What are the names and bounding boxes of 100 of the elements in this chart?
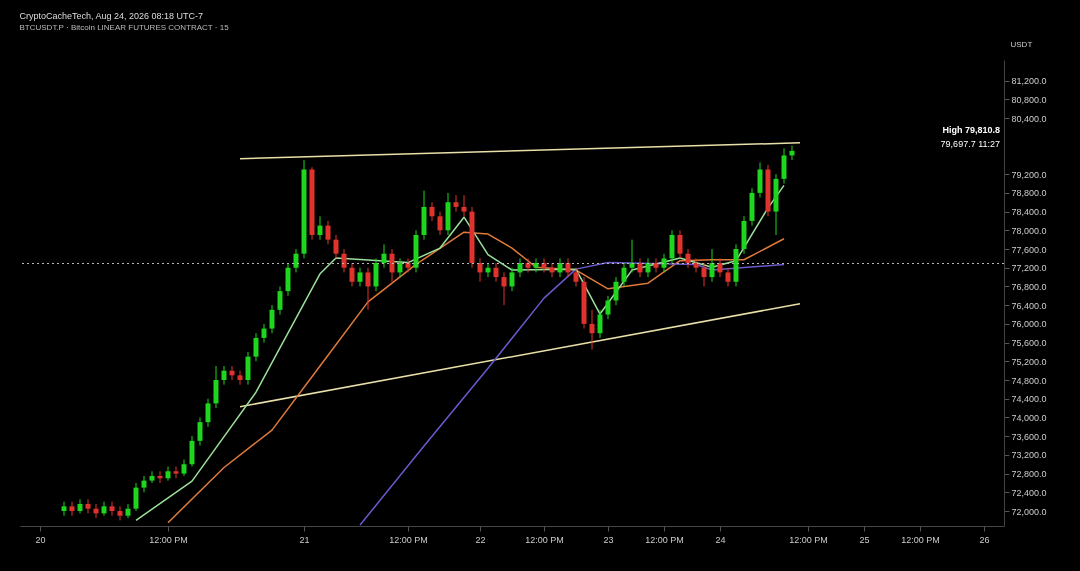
candlestick: [261, 323, 267, 344]
candlestick: [501, 271, 507, 306]
candlestick: [701, 262, 707, 287]
annotation: High 79,810.8: [942, 125, 1000, 135]
candlestick: [453, 194, 459, 213]
candlestick: [213, 365, 219, 409]
y-tick-label: 76,000.0: [1011, 319, 1047, 330]
candlestick: [317, 215, 323, 241]
candlestick: [405, 257, 411, 273]
candlestick: [277, 285, 283, 316]
candlestick: [125, 503, 131, 519]
candlestick: [653, 257, 659, 273]
candlestick: [365, 267, 371, 311]
y-tick-label: 80,400.0: [1011, 113, 1047, 124]
candlestick: [597, 309, 603, 339]
y-tick-label: 80,800.0: [1011, 94, 1047, 105]
y-tick-label: 76,400.0: [1011, 300, 1047, 311]
candlestick: [389, 248, 395, 283]
candlestick: [373, 257, 379, 292]
y-tick-label: 78,800.0: [1011, 188, 1047, 199]
x-tick-label: 26: [979, 534, 990, 545]
y-tick-label: 73,200.0: [1011, 450, 1047, 461]
candlestick: [509, 267, 515, 292]
candlestick: [677, 229, 683, 259]
x-tick-label: 21: [299, 534, 310, 545]
y-tick-label: 73,600.0: [1011, 431, 1047, 442]
candlestick: [325, 220, 331, 245]
candlestick: [285, 262, 291, 297]
candlestick: [685, 248, 691, 269]
candlestick: [197, 416, 203, 447]
y-tick-label: 78,400.0: [1011, 207, 1047, 218]
candlestick: [349, 262, 355, 287]
y-tick-label: 74,800.0: [1011, 375, 1047, 386]
y-tick-label: 76,800.0: [1011, 281, 1047, 292]
chart-title: CryptoCacheTech, Aug 24, 2026 08:18 UTC-7: [19, 11, 204, 21]
line-series: [359, 261, 785, 526]
candlestick: [693, 257, 699, 273]
candlestick: [165, 466, 171, 482]
candlestick: [629, 239, 635, 273]
candlestick: [669, 229, 675, 264]
candlestick: [725, 267, 731, 287]
y-tick-label: 72,000.0: [1011, 506, 1047, 517]
x-tick-label: 24: [715, 534, 726, 545]
line-series: [167, 231, 785, 524]
candlestick: [221, 365, 227, 386]
candlestick: [613, 276, 619, 306]
y-tick-label: 77,600.0: [1011, 244, 1047, 255]
candlestick: [341, 248, 347, 273]
candlestick: [77, 498, 83, 514]
candlestick: [589, 309, 595, 351]
y-tick-label: 72,400.0: [1011, 487, 1047, 498]
candlestick: [101, 501, 107, 517]
candlestick: [85, 498, 91, 514]
y-tick-label: 72,800.0: [1011, 469, 1047, 480]
x-tick-label: 12:00 PM: [645, 534, 684, 545]
candlestick: [525, 257, 531, 273]
x-tick-label: 12:00 PM: [901, 534, 940, 545]
x-tick-label: 12:00 PM: [389, 534, 428, 545]
y-tick-label: 74,400.0: [1011, 394, 1047, 405]
line-series: [135, 184, 785, 522]
candlestick: [477, 257, 483, 283]
candlestick: [557, 257, 563, 278]
y-axis-title: USDT: [1010, 39, 1033, 49]
candlestick: [533, 257, 539, 273]
candlestick: [269, 304, 275, 334]
candlestick: [189, 435, 195, 468]
candlestick: [173, 466, 179, 479]
candlestick: [757, 161, 763, 199]
x-tick-label: 12:00 PM: [149, 534, 188, 545]
candlestick: [61, 501, 67, 517]
y-tick-label: 81,200.0: [1011, 76, 1047, 87]
annotation: 79,697.7 11:27: [940, 139, 1000, 149]
chart-subtitle: BTCUSDT.P · Bitcoin LINEAR FUTURES CONTRACT · 15: [19, 23, 230, 32]
candlestick: [565, 257, 571, 278]
candlestick: [141, 475, 147, 493]
x-tick-label: 25: [859, 534, 870, 545]
y-tick-label: 74,000.0: [1011, 412, 1047, 423]
candlestick: [357, 267, 363, 287]
y-tick-label: 75,600.0: [1011, 338, 1047, 349]
candlestick: [381, 243, 387, 269]
candlestick: [69, 501, 75, 517]
candlestick: [429, 201, 435, 222]
x-tick-label: 12:00 PM: [789, 534, 828, 545]
candlestick: [717, 257, 723, 278]
candlestick: [493, 262, 499, 283]
candlestick: [605, 295, 611, 320]
candlestick: [461, 194, 467, 217]
x-tick-label: 23: [603, 534, 614, 545]
candlestick: [133, 482, 139, 512]
y-tick-label: 78,000.0: [1011, 225, 1047, 236]
x-tick-label: 12:00 PM: [525, 534, 564, 545]
candlestick: [645, 257, 651, 278]
candlestick: [661, 253, 667, 273]
candlestick: [333, 234, 339, 259]
candlestick: [245, 351, 251, 386]
candlestick: [709, 248, 715, 283]
x-tick-label: 22: [475, 534, 486, 545]
candlestick: [437, 211, 443, 236]
candlestick: [237, 370, 243, 386]
y-tick-label: 77,200.0: [1011, 263, 1047, 274]
